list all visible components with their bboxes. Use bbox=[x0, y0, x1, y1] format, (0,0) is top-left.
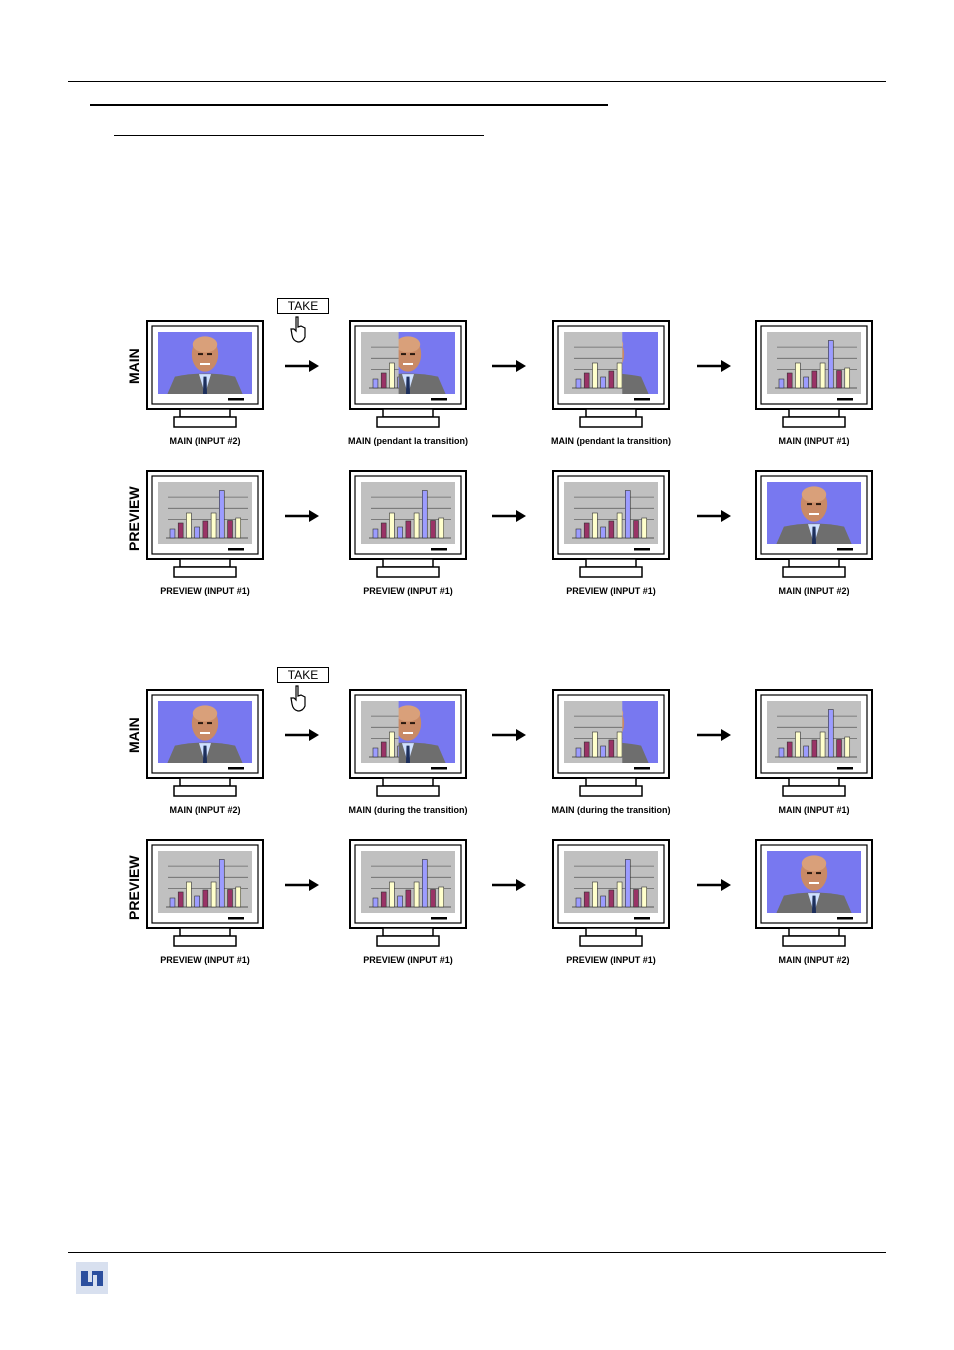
right-arrow-icon bbox=[697, 878, 731, 891]
row-label-main: MAIN bbox=[126, 348, 142, 384]
main-caption-4: MAIN (INPUT #1) bbox=[778, 436, 850, 446]
row-label-main: MAIN bbox=[126, 717, 142, 753]
take-button-label: TAKE bbox=[277, 298, 329, 314]
preview-caption-3: PREVIEW (INPUT #1) bbox=[566, 955, 656, 965]
preview-monitor-1 bbox=[146, 839, 264, 959]
right-arrow-icon bbox=[285, 509, 319, 522]
main-monitor-1 bbox=[146, 689, 264, 809]
main-caption-4: MAIN (INPUT #1) bbox=[778, 805, 850, 815]
main-monitor-3 bbox=[552, 689, 670, 809]
header-rule bbox=[68, 81, 886, 82]
preview-monitor-2 bbox=[349, 839, 467, 959]
preview-caption-4: MAIN (INPUT #2) bbox=[778, 955, 850, 965]
main-monitor-3 bbox=[552, 320, 670, 440]
right-arrow-icon bbox=[492, 359, 526, 372]
preview-monitor-1 bbox=[146, 470, 264, 590]
preview-caption-3: PREVIEW (INPUT #1) bbox=[566, 586, 656, 596]
pointing-hand-icon bbox=[290, 316, 306, 343]
right-arrow-icon bbox=[697, 359, 731, 372]
main-monitor-1 bbox=[146, 320, 264, 440]
preview-caption-2: PREVIEW (INPUT #1) bbox=[363, 586, 453, 596]
preview-monitor-4 bbox=[755, 839, 873, 959]
preview-caption-2: PREVIEW (INPUT #1) bbox=[363, 955, 453, 965]
right-arrow-icon bbox=[285, 359, 319, 372]
main-monitor-4 bbox=[755, 689, 873, 809]
right-arrow-icon bbox=[697, 728, 731, 741]
main-caption-1: MAIN (INPUT #2) bbox=[169, 436, 241, 446]
pointing-hand-icon bbox=[290, 685, 306, 712]
row-label-preview: PREVIEW bbox=[126, 486, 142, 551]
right-arrow-icon bbox=[285, 878, 319, 891]
preview-monitor-3 bbox=[552, 470, 670, 590]
preview-monitor-3 bbox=[552, 839, 670, 959]
main-caption-3: MAIN (during the transition) bbox=[551, 805, 671, 815]
preview-monitor-4 bbox=[755, 470, 873, 590]
main-caption-2: MAIN (during the transition) bbox=[348, 805, 468, 815]
subtitle-underline bbox=[114, 135, 484, 136]
preview-monitor-2 bbox=[349, 470, 467, 590]
right-arrow-icon bbox=[285, 728, 319, 741]
company-logo bbox=[76, 1262, 108, 1294]
right-arrow-icon bbox=[492, 728, 526, 741]
main-caption-3: MAIN (pendant la transition) bbox=[551, 436, 671, 446]
main-caption-1: MAIN (INPUT #2) bbox=[169, 805, 241, 815]
right-arrow-icon bbox=[697, 509, 731, 522]
main-monitor-2 bbox=[349, 320, 467, 440]
main-monitor-4 bbox=[755, 320, 873, 440]
preview-caption-1: PREVIEW (INPUT #1) bbox=[160, 586, 250, 596]
preview-caption-1: PREVIEW (INPUT #1) bbox=[160, 955, 250, 965]
take-button-label: TAKE bbox=[277, 667, 329, 683]
right-arrow-icon bbox=[492, 878, 526, 891]
main-caption-2: MAIN (pendant la transition) bbox=[348, 436, 468, 446]
title-underline bbox=[90, 104, 608, 106]
preview-caption-4: MAIN (INPUT #2) bbox=[778, 586, 850, 596]
footer-rule bbox=[68, 1252, 886, 1253]
row-label-preview: PREVIEW bbox=[126, 855, 142, 920]
right-arrow-icon bbox=[492, 509, 526, 522]
main-monitor-2 bbox=[349, 689, 467, 809]
